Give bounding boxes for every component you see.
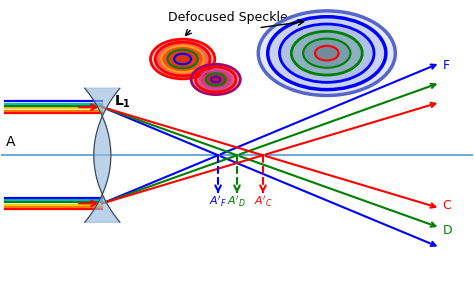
Circle shape	[292, 31, 362, 75]
Circle shape	[155, 42, 210, 76]
Circle shape	[167, 50, 198, 68]
Text: $A'_D$: $A'_D$	[228, 194, 246, 209]
Text: D: D	[443, 224, 452, 237]
Text: Defocused Speckle: Defocused Speckle	[168, 11, 287, 24]
Circle shape	[268, 17, 386, 90]
Text: $A'_C$: $A'_C$	[254, 194, 273, 209]
Polygon shape	[85, 88, 120, 222]
Circle shape	[303, 39, 350, 68]
Circle shape	[211, 76, 220, 82]
Circle shape	[280, 24, 374, 82]
Circle shape	[151, 39, 215, 79]
Circle shape	[315, 46, 338, 60]
Text: $\mathbf{L_1}$: $\mathbf{L_1}$	[114, 94, 131, 110]
Text: F: F	[443, 59, 450, 72]
Circle shape	[201, 70, 231, 89]
Circle shape	[195, 67, 236, 92]
Text: C: C	[443, 199, 451, 212]
Circle shape	[206, 73, 226, 86]
Text: A: A	[5, 135, 15, 149]
Circle shape	[258, 11, 395, 96]
Circle shape	[161, 46, 204, 72]
Text: $A'_F$: $A'_F$	[209, 194, 227, 209]
Circle shape	[174, 54, 191, 64]
Circle shape	[191, 64, 240, 95]
